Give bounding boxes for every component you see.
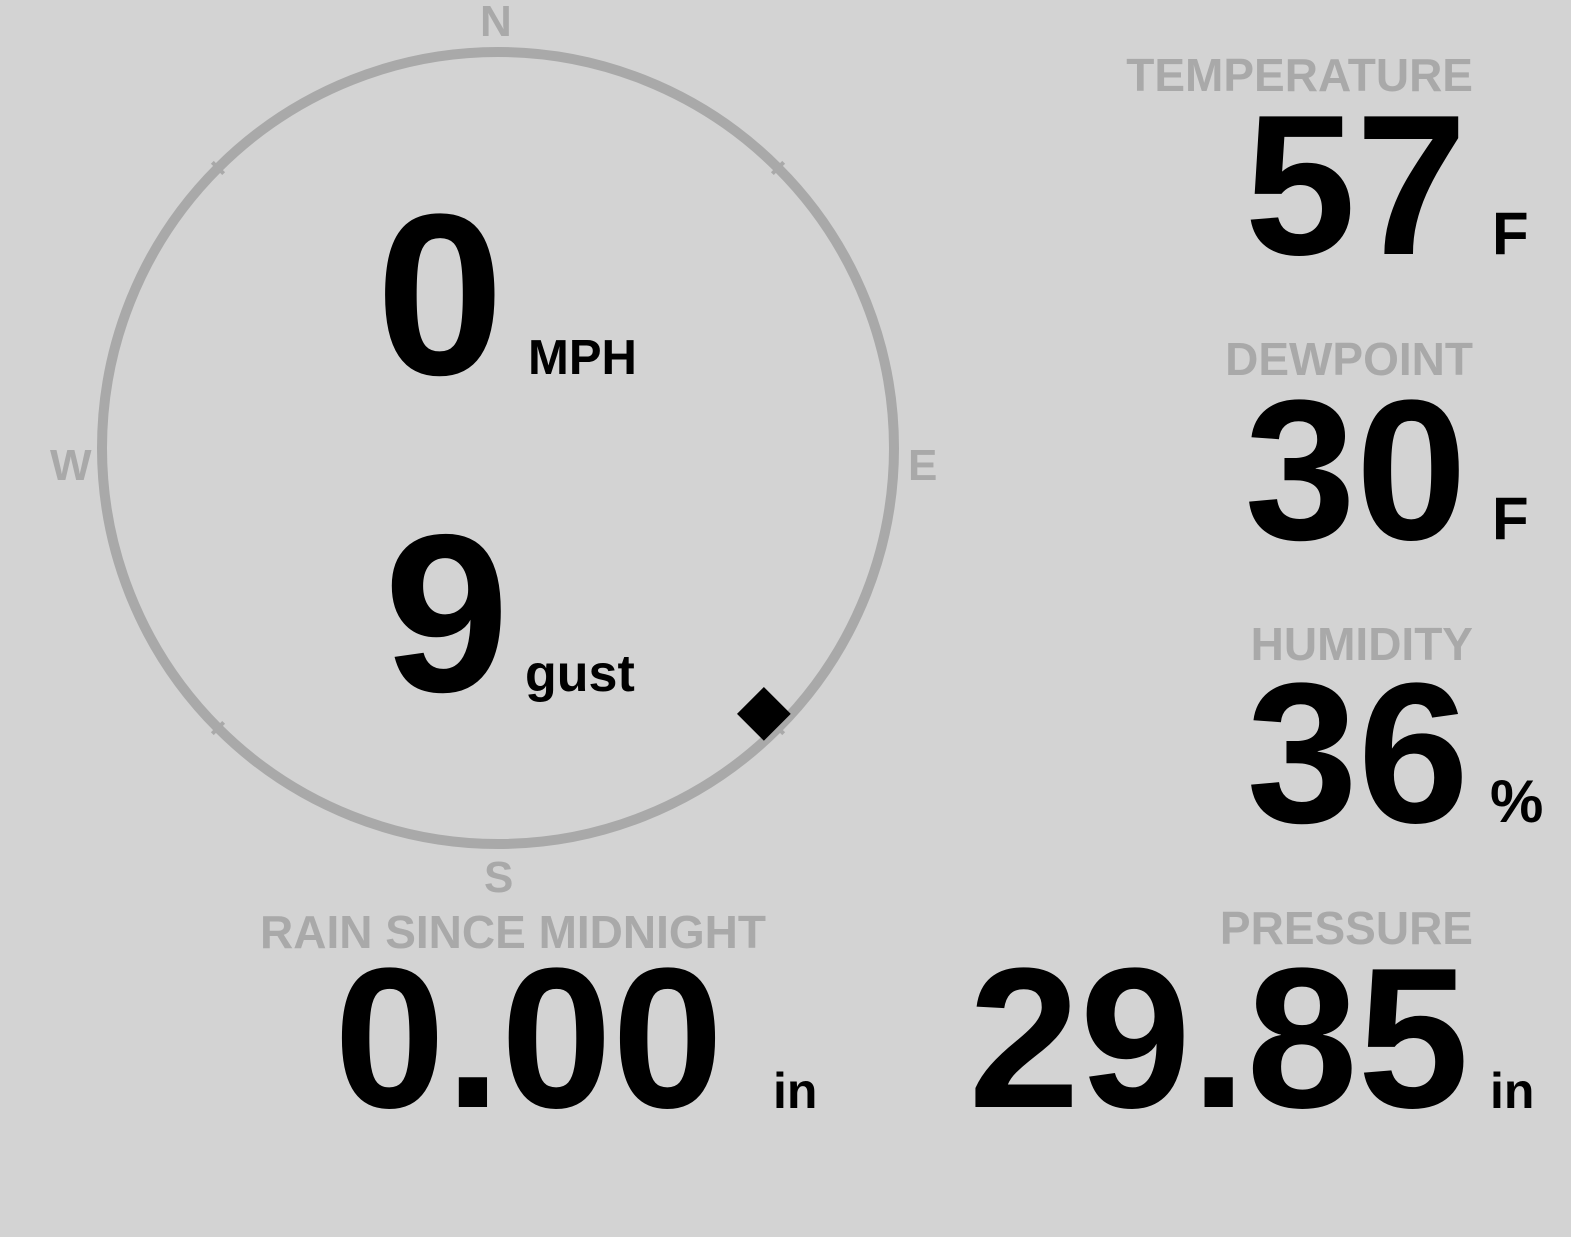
wind-speed-value: 0 (376, 166, 504, 423)
compass-south-label: S (484, 853, 514, 902)
temperature-unit: F (1492, 200, 1529, 267)
pressure-unit: in (1490, 1063, 1535, 1119)
compass-west-label: W (50, 441, 92, 490)
compass-ring (97, 47, 899, 849)
compass-east-label: E (908, 441, 938, 490)
compass-tick (210, 160, 226, 176)
compass-north-label: N (480, 0, 512, 46)
dewpoint-unit: F (1492, 485, 1529, 552)
temperature-label: TEMPERATURE (1126, 49, 1473, 101)
pressure-label: PRESSURE (1219, 902, 1473, 954)
wind-gust-value: 9 (384, 487, 510, 739)
humidity-value: 36 (1246, 642, 1469, 865)
wind-gust-label: gust (525, 645, 635, 703)
humidity-unit: % (1490, 768, 1544, 835)
dewpoint-label: DEWPOINT (1225, 333, 1473, 385)
dewpoint-value: 30 (1244, 359, 1467, 582)
rain-unit: in (773, 1063, 818, 1119)
wind-speed-unit: MPH (528, 331, 637, 385)
compass-tick (210, 720, 226, 736)
compass-tick (770, 160, 786, 176)
pressure-value: 29.85 (968, 927, 1470, 1150)
rain-value: 0.00 (334, 927, 724, 1150)
temperature-value: 57 (1244, 74, 1467, 297)
rain-label: RAIN SINCE MIDNIGHT (260, 906, 766, 958)
humidity-label: HUMIDITY (1250, 618, 1473, 670)
